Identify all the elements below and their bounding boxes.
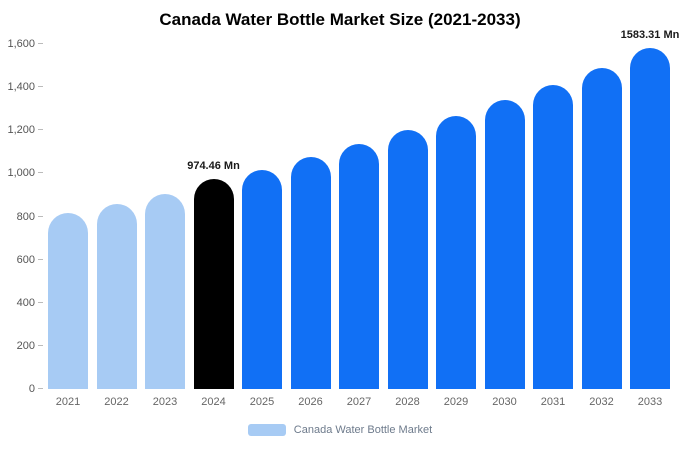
y-axis-label-600: 600 [16, 253, 35, 266]
bar-2029[interactable] [436, 116, 476, 389]
bar-2023[interactable] [145, 193, 185, 389]
y-axis: 0 200 400 600 800 1,000 1,200 1,400 1,600 [0, 38, 46, 395]
bar-slot-2032 [580, 44, 624, 389]
x-axis-label-2028: 2028 [395, 396, 420, 408]
bar-slot-2031 [531, 44, 575, 389]
plot-area: 974.46 Mn 1583.31 Mn [46, 29, 679, 389]
y-axis-label-1,000: 1,000 [7, 167, 35, 180]
bar-slot-2029 [434, 44, 478, 389]
bar-value-label-2024: 974.46 Mn [187, 159, 240, 172]
y-axis-tick [38, 172, 43, 174]
y-axis-tick [38, 258, 43, 260]
y-axis-tick [38, 129, 43, 131]
bar-slot-2021 [46, 44, 90, 389]
y-axis-tick [38, 344, 43, 346]
bar-2021[interactable] [48, 213, 88, 389]
bar-value-label-2033: 1583.31 Mn [620, 28, 680, 41]
x-axis-label-2032: 2032 [589, 396, 614, 408]
bar-2026[interactable] [290, 157, 331, 389]
bar-2033[interactable] [630, 47, 670, 389]
y-axis-label-1,600: 1,600 [7, 38, 35, 50]
bar-slot-2027 [337, 44, 381, 389]
bar-2028[interactable] [387, 130, 428, 389]
chart-title: Canada Water Bottle Market Size (2021-20… [159, 10, 521, 29]
bar-slot-2028 [386, 44, 430, 389]
x-axis: 2021 2022 2023 2024 2025 2026 2027 2028 2029 2030… [46, 396, 672, 408]
bar-2030[interactable] [484, 100, 525, 389]
bar-slot-2024: 974.46 Mn [187, 44, 240, 389]
legend-label[interactable]: Canada Water Bottle Market [293, 424, 433, 436]
bar-2031[interactable] [533, 84, 573, 389]
bar-2027[interactable] [339, 144, 379, 389]
bar-slot-2022 [95, 44, 139, 389]
bar-2024[interactable] [193, 178, 234, 389]
bar-2022[interactable] [96, 203, 137, 389]
bar-2032[interactable] [581, 67, 622, 389]
bar-2025[interactable] [242, 170, 282, 389]
x-axis-label-2021: 2021 [55, 396, 81, 408]
x-axis-label-2031: 2031 [540, 396, 566, 408]
bar-slot-2033: 1583.31 Mn [621, 29, 679, 389]
y-axis-label-200: 200 [16, 339, 35, 352]
x-axis-label-2025: 2025 [249, 396, 275, 408]
legend: Canada Water Bottle Market [0, 424, 680, 436]
x-axis-label-2030: 2030 [492, 396, 517, 408]
bar-slot-2026 [289, 44, 333, 389]
x-axis-label-2023: 2023 [152, 396, 178, 408]
x-axis-label-2033: 2033 [637, 396, 663, 408]
bar-slot-2025 [240, 44, 284, 389]
bar-slot-2023 [143, 44, 187, 389]
legend-swatch[interactable] [247, 424, 286, 436]
y-axis-label-0: 0 [28, 383, 35, 395]
y-axis-tick [38, 215, 43, 217]
y-axis-label-800: 800 [16, 210, 35, 223]
y-axis-tick [38, 86, 43, 88]
y-axis-tick [38, 388, 43, 389]
x-axis-label-2026: 2026 [298, 396, 323, 408]
x-axis-label-2029: 2029 [443, 396, 469, 408]
y-axis-tick [38, 43, 43, 44]
x-axis-label-2027: 2027 [346, 396, 372, 408]
y-axis-label-400: 400 [16, 296, 35, 309]
y-axis-tick [38, 301, 43, 303]
bar-slot-2030 [483, 44, 527, 389]
x-axis-label-2022: 2022 [104, 396, 129, 408]
y-axis-label-1,400: 1,400 [7, 81, 35, 94]
x-axis-label-2024: 2024 [201, 396, 226, 408]
y-axis-label-1,200: 1,200 [7, 124, 35, 137]
